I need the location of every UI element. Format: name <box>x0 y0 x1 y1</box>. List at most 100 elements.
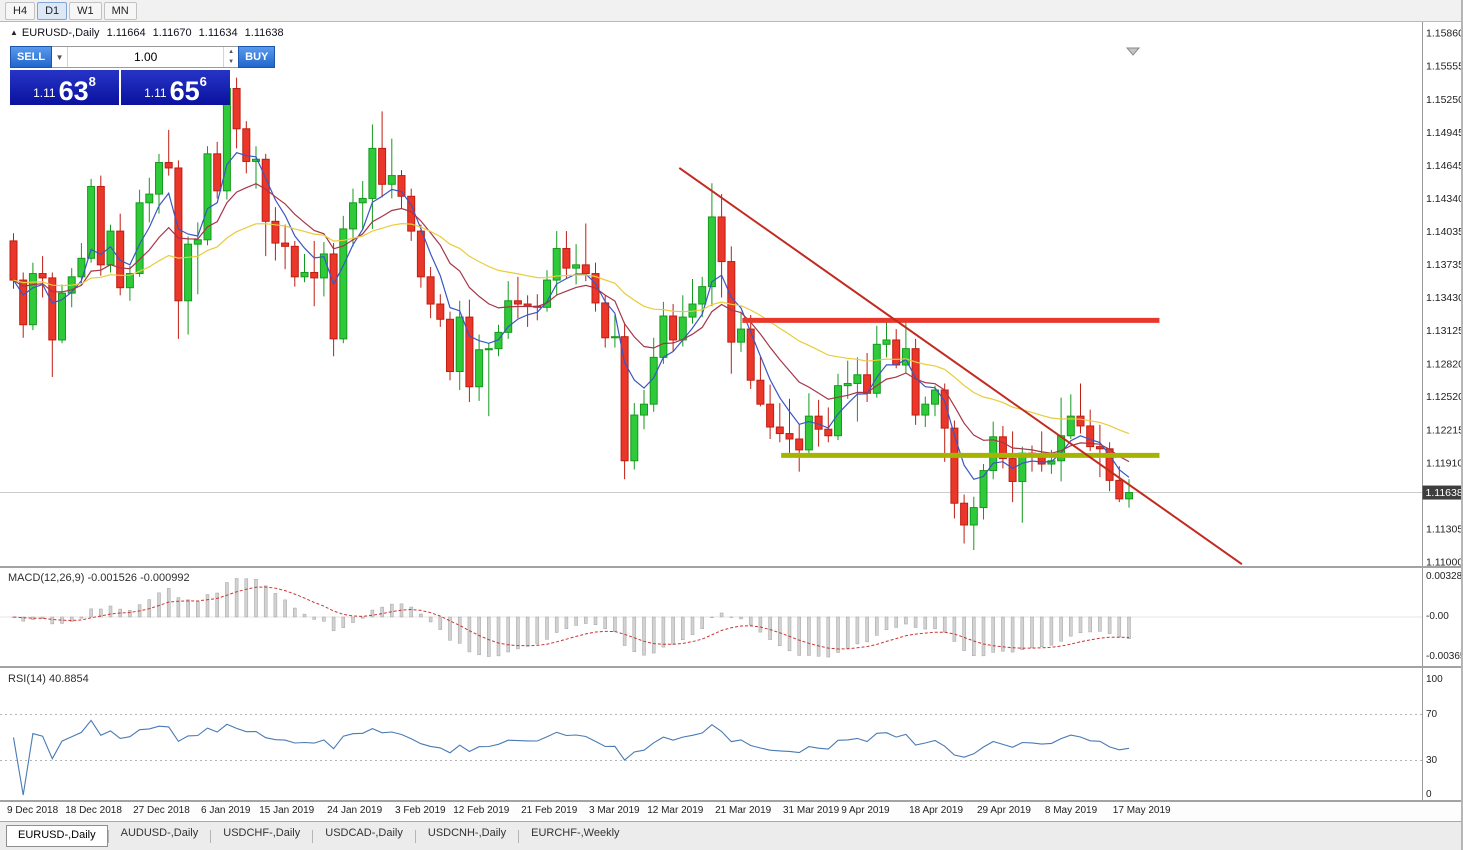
time-axis-label: 3 Feb 2019 <box>395 805 446 816</box>
sell-price-big: 63 <box>58 76 89 106</box>
candles <box>9 76 1133 551</box>
buy-price-prefix: 1.11 <box>144 86 167 100</box>
time-axis-label: 12 Feb 2019 <box>453 805 510 816</box>
bar-high-value: 1.11670 <box>152 27 192 39</box>
bar-open-value: 1.11664 <box>106 27 146 39</box>
time-axis-label: 24 Jan 2019 <box>327 805 383 816</box>
volume-up-icon[interactable]: ▲ <box>228 49 235 55</box>
chart-shift-marker-icon[interactable] <box>1125 47 1141 56</box>
rsi-axis-70: 70 <box>1426 709 1438 720</box>
rsi-line <box>12 719 1130 796</box>
buy-price-display[interactable]: 1.11 65 6 <box>121 70 230 105</box>
timeframe-h4-button[interactable]: H4 <box>5 1 36 20</box>
svg-text:1.11305: 1.11305 <box>1426 523 1463 535</box>
time-axis-label: 27 Dec 2018 <box>133 805 190 816</box>
time-axis-label: 12 Mar 2019 <box>647 805 704 816</box>
panel-splitter[interactable] <box>0 800 1461 802</box>
price-chart-area[interactable]: 1.15860 1.15555 1.15250 1.14945 1.14645 1.143… <box>0 22 1463 568</box>
macd-canvas[interactable] <box>0 568 1463 666</box>
price-chart-canvas[interactable]: 1.15860 1.15555 1.15250 1.14945 1.14645 1.143… <box>0 22 1463 568</box>
bar-close-value: 1.11638 <box>244 27 284 39</box>
time-axis-label: 29 Apr 2019 <box>977 805 1031 816</box>
buy-price-big: 65 <box>169 76 200 106</box>
time-axis-label: 9 Apr 2019 <box>841 805 890 816</box>
bar-low-value: 1.11634 <box>198 27 238 39</box>
volume-steppers[interactable]: ▲ ▼ <box>223 47 238 67</box>
rsi-axis-30: 30 <box>1426 755 1438 766</box>
macd-indicator-panel[interactable] <box>0 568 1463 666</box>
svg-text:1.13430: 1.13430 <box>1426 292 1463 304</box>
volume-dropdown-icon[interactable]: ▼ <box>52 47 69 67</box>
volume-down-icon[interactable]: ▼ <box>228 59 235 65</box>
svg-text:1.15250: 1.15250 <box>1426 94 1463 106</box>
tab-usdcad-daily[interactable]: USDCAD-,Daily <box>325 827 403 839</box>
buy-button[interactable]: BUY <box>238 46 276 68</box>
moving-average-13 <box>13 183 1130 463</box>
panel-splitter[interactable] <box>0 566 1461 568</box>
tab-separator <box>210 830 212 843</box>
sell-price-display[interactable]: 1.11 63 8 <box>10 70 119 105</box>
tab-audusd-daily[interactable]: AUDUSD-,Daily <box>120 827 199 839</box>
panel-collapse-icon[interactable]: ▲ <box>10 28 18 37</box>
time-axis-label: 8 May 2019 <box>1044 805 1098 816</box>
current-price-badge <box>1422 485 1461 500</box>
time-axis-label: 9 Dec 2018 <box>7 805 59 816</box>
tab-usdcnh-daily[interactable]: USDCNH-,Daily <box>427 827 507 839</box>
macd-axis-min: -0.003651 <box>1426 651 1461 662</box>
svg-text:1.14340: 1.14340 <box>1426 193 1463 205</box>
timeframe-mn-button[interactable]: MN <box>103 1 137 20</box>
timeframe-toolbar: H4 D1 W1 MN <box>0 0 1461 22</box>
sell-button[interactable]: SELL <box>10 46 53 68</box>
descending-trendline[interactable] <box>678 167 1243 565</box>
timeframe-w1-button[interactable]: W1 <box>69 1 102 20</box>
rsi-indicator-panel[interactable] <box>0 668 1463 800</box>
svg-text:1.12820: 1.12820 <box>1426 358 1463 370</box>
svg-text:1.15555: 1.15555 <box>1426 61 1463 73</box>
panel-splitter[interactable] <box>0 666 1461 668</box>
timeframe-d1-button[interactable]: D1 <box>37 1 68 20</box>
time-axis-label: 15 Jan 2019 <box>259 805 315 816</box>
macd-axis-max: 0.003287 <box>1426 571 1463 582</box>
svg-text:1.11910: 1.11910 <box>1426 457 1463 469</box>
tab-separator <box>312 830 314 843</box>
time-axis-label: 3 Mar 2019 <box>589 805 640 816</box>
moving-average-5 <box>12 152 1130 480</box>
chart-tab-bar: EURUSD-,Daily AUDUSD-,Daily USDCHF-,Dail… <box>0 821 1461 850</box>
svg-text:1.15860: 1.15860 <box>1426 28 1463 40</box>
time-axis-label: 18 Dec 2018 <box>65 805 122 816</box>
rsi-canvas[interactable] <box>0 668 1463 800</box>
chart-symbol: EURUSD-,Daily <box>21 27 100 39</box>
svg-text:1.14035: 1.14035 <box>1426 226 1463 238</box>
tab-separator <box>518 830 520 843</box>
chart-title: ▲ EURUSD-,Daily 1.11664 1.11670 1.11634 1… <box>10 27 288 39</box>
time-axis-label: 6 Jan 2019 <box>201 805 251 816</box>
time-axis-label: 17 May 2019 <box>1112 805 1171 816</box>
time-axis-label: 21 Feb 2019 <box>521 805 578 816</box>
volume-input[interactable] <box>68 47 224 67</box>
macd-label: MACD(12,26,9) -0.001526 -0.000992 <box>8 572 190 584</box>
rsi-axis-0: 0 <box>1426 789 1432 800</box>
time-axis-label: 31 Mar 2019 <box>783 805 840 816</box>
svg-text:1.14645: 1.14645 <box>1426 160 1463 172</box>
tab-eurusd-daily[interactable]: EURUSD-,Daily <box>6 825 108 847</box>
svg-text:1.14945: 1.14945 <box>1426 127 1463 139</box>
time-axis[interactable]: 9 Dec 2018 18 Dec 2018 27 Dec 2018 6 Jan 20… <box>0 802 1461 820</box>
tab-separator <box>107 830 109 843</box>
macd-signal-line <box>13 586 1130 650</box>
svg-text:1.13125: 1.13125 <box>1426 325 1463 337</box>
tab-separator <box>414 830 416 843</box>
svg-text:1.11638: 1.11638 <box>1426 487 1463 499</box>
sell-price-sup: 8 <box>88 74 96 89</box>
svg-text:1.11000: 1.11000 <box>1426 557 1463 569</box>
buy-price-sup: 6 <box>199 74 207 89</box>
time-axis-label: 18 Apr 2019 <box>909 805 964 816</box>
macd-axis-zero: -0.00 <box>1426 611 1449 622</box>
sell-price-prefix: 1.11 <box>33 86 56 100</box>
moving-average-34 <box>13 222 1130 435</box>
svg-text:1.12215: 1.12215 <box>1426 424 1463 436</box>
tab-eurchf-weekly[interactable]: EURCHF-,Weekly <box>531 827 620 839</box>
tab-usdchf-daily[interactable]: USDCHF-,Daily <box>223 827 301 839</box>
volume-control[interactable]: ▼ ▲▼ <box>52 46 239 68</box>
